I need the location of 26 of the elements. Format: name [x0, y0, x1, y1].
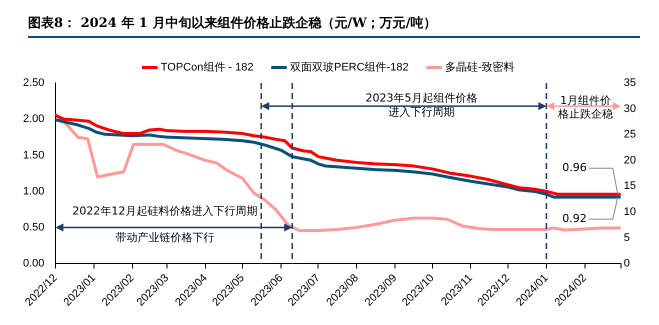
y2-tick-label: 15 — [624, 180, 636, 192]
y-tick-label: 1.50 — [22, 149, 44, 162]
legend-label: 双面双玻PERC组件-182 — [290, 60, 409, 74]
y-tick-label: 2.50 — [22, 77, 44, 90]
y2-tick-label: 5 — [624, 232, 630, 244]
annotation: 进入下行周期 — [388, 105, 454, 118]
legend-label: TOPCon组件 - 182 — [160, 62, 254, 74]
annotation: 1月组件价 — [560, 94, 612, 107]
y2-tick-label: 10 — [624, 206, 636, 218]
annotation: 格止跌企稳 — [557, 108, 614, 121]
annotation: 0.92 — [562, 212, 587, 225]
y-tick-label: 0.50 — [22, 221, 44, 234]
y2-tick-label: 20 — [624, 154, 636, 166]
y-tick-label: 0.00 — [22, 258, 44, 270]
chart-title: 图表8： 2024 年 1 月中旬以来组件价格止跌企稳（元/W；万元/吨） — [28, 14, 640, 38]
y-tick-label: 1.00 — [22, 185, 44, 198]
annotation: 2022年12月起硅料价格进入下行周期 — [72, 204, 258, 218]
y2-tick-label: 30 — [624, 102, 636, 115]
annotation: 0.96 — [562, 161, 587, 174]
y2-tick-label: 25 — [624, 128, 636, 141]
y2-tick-label: 35 — [624, 77, 636, 90]
legend-label: 多晶硅-致密料 — [445, 60, 515, 74]
y-tick-label: 2.00 — [22, 113, 44, 126]
y2-tick-label: 0 — [624, 258, 630, 270]
annotation: 带动产业链价格下行 — [115, 231, 214, 244]
annotation: 2023年5月起组件价格 — [365, 92, 478, 105]
